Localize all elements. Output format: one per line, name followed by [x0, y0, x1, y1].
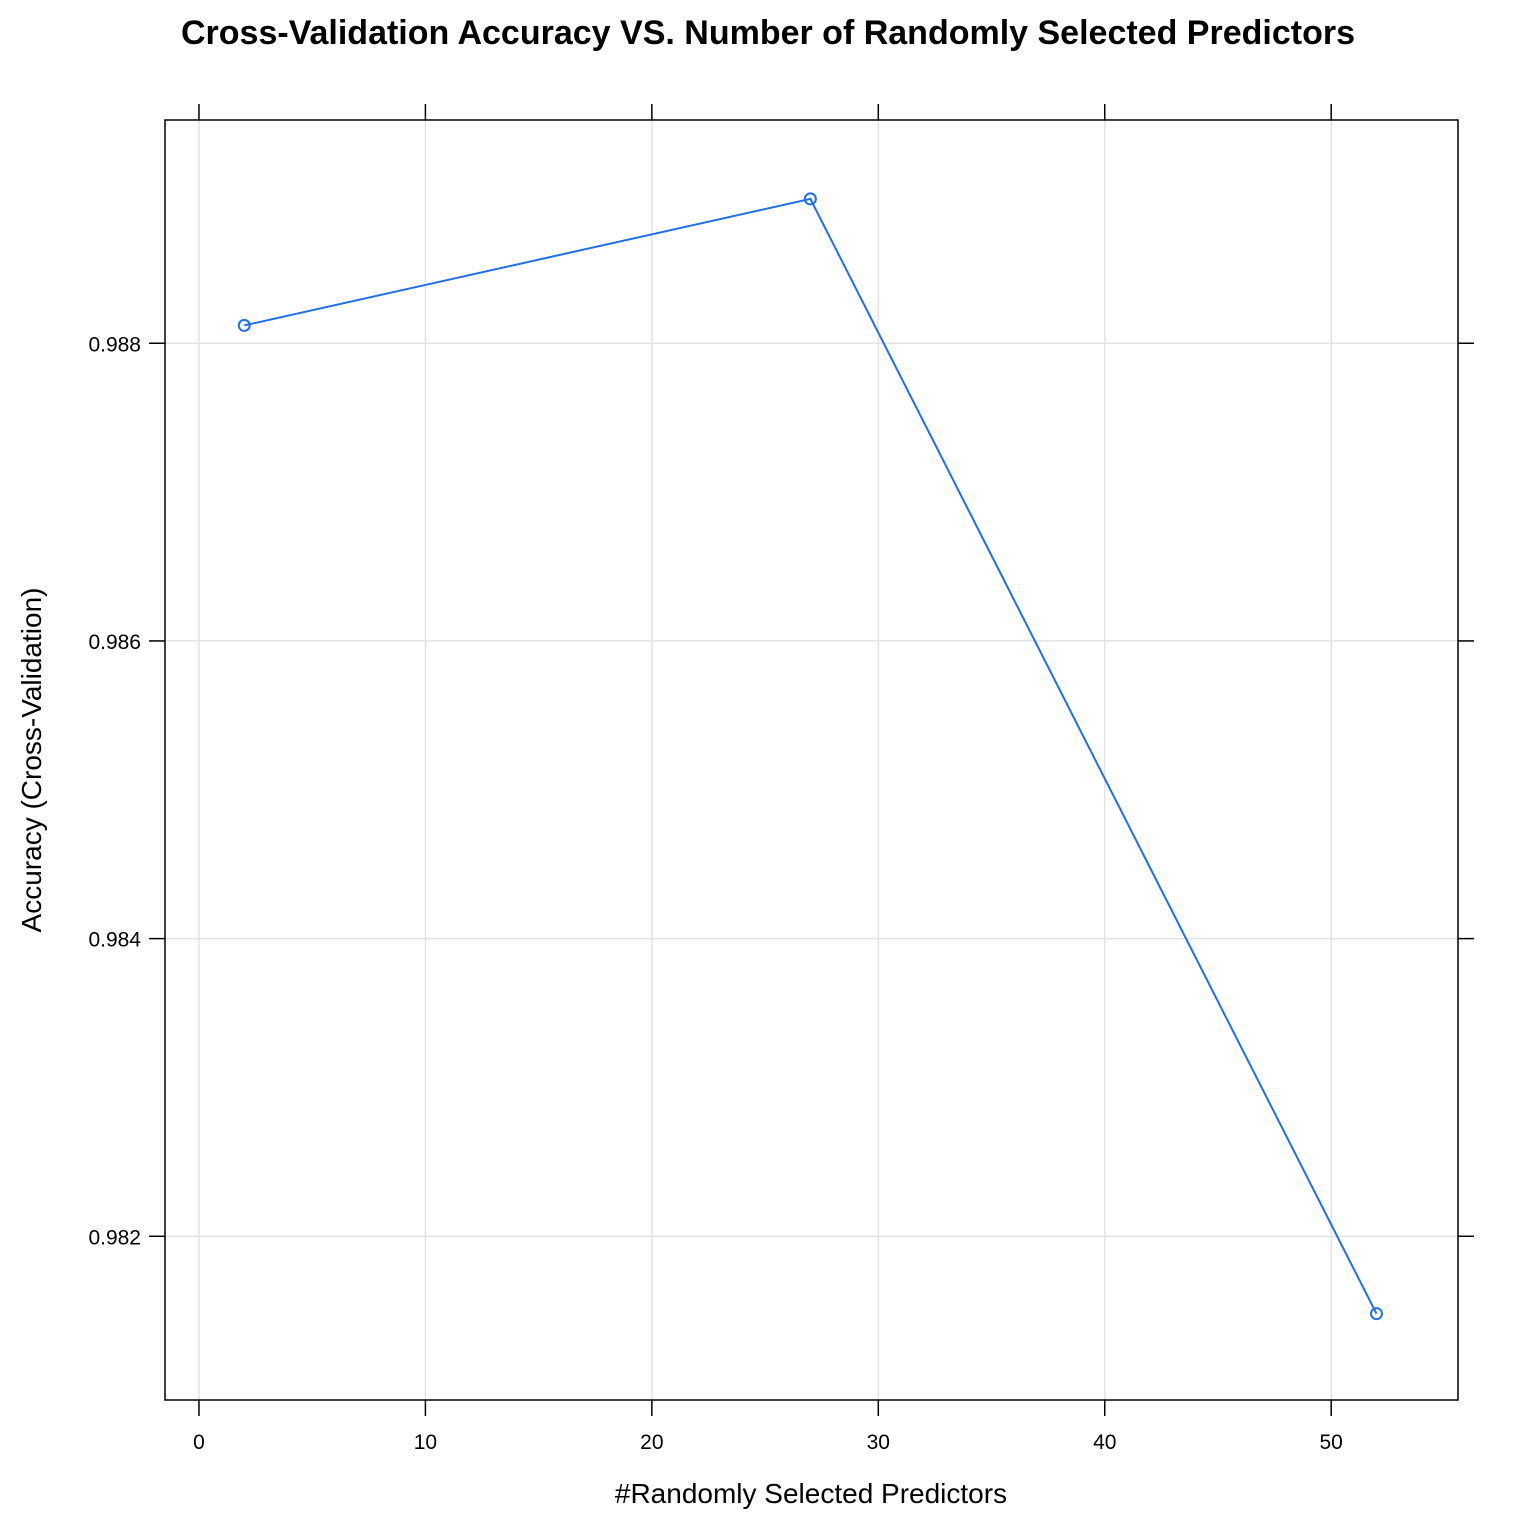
x-tick-label: 50 — [1320, 1431, 1343, 1454]
y-tick-label: 0.988 — [88, 333, 141, 356]
data-point — [237, 318, 251, 332]
axis-ticks: 0 10 20 30 40 50 0.982 0.984 0.986 0.988 — [88, 104, 1474, 1454]
data-point — [803, 192, 817, 206]
x-tick-label: 0 — [193, 1431, 205, 1454]
series-layer — [237, 192, 1383, 1321]
x-axis-label: #Randomly Selected Predictors — [615, 1478, 1007, 1509]
plot-frame — [164, 119, 1459, 1401]
series-line — [244, 197, 1378, 1315]
y-axis-label: Accuracy (Cross-Validation) — [16, 588, 47, 933]
x-tick-label: 20 — [640, 1431, 663, 1454]
y-tick-label: 0.986 — [88, 631, 141, 654]
y-tick-label: 0.982 — [88, 1226, 141, 1249]
x-tick-label: 10 — [414, 1431, 437, 1454]
x-tick-label: 40 — [1093, 1431, 1116, 1454]
y-tick-label: 0.984 — [88, 929, 141, 952]
grid — [165, 120, 1458, 1400]
data-point — [1369, 1307, 1383, 1321]
chart-title: Cross-Validation Accuracy VS. Number of … — [181, 14, 1355, 52]
x-tick-label: 30 — [867, 1431, 890, 1454]
